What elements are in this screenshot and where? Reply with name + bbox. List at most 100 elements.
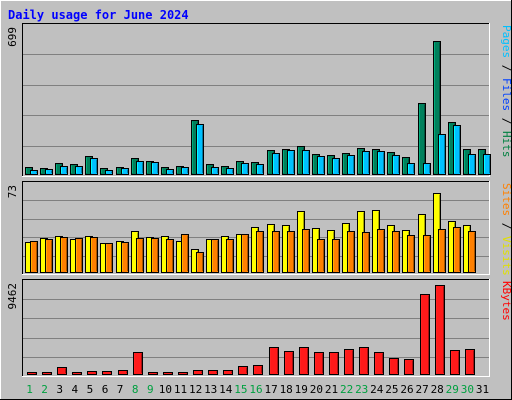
bar-kbytes-day-24 (374, 352, 384, 375)
bar-files-day-21 (332, 158, 340, 175)
bar-kbytes-day-20 (314, 352, 324, 375)
bar-sites-day-14 (226, 239, 234, 273)
bar-kbytes-day-2 (42, 372, 52, 375)
day-label-9: 9 (147, 383, 154, 396)
bar-sites-day-3 (60, 237, 68, 273)
chart-title: Daily usage for June 2024 (8, 8, 189, 22)
legend-entry: KBytes (500, 281, 512, 321)
bar-hits-day-28 (433, 41, 441, 175)
bar-files-day-13 (211, 167, 219, 175)
side-legend-hits_files_pages: Pages / Files / Hits (500, 25, 512, 158)
bar-kbytes-day-3 (57, 367, 67, 375)
bar-files-day-22 (347, 155, 355, 175)
y-max-label-visits_sites: 73 (6, 185, 19, 198)
day-label-15: 15 (234, 383, 247, 396)
plot-area-hits_files_pages (22, 23, 490, 177)
day-label-28: 28 (431, 383, 444, 396)
legend-entry: Visits (500, 236, 512, 276)
bar-files-day-4 (75, 166, 83, 175)
day-label-21: 21 (325, 383, 338, 396)
bar-sites-day-16 (256, 231, 264, 273)
plot-area-kbytes (22, 279, 490, 377)
bar-kbytes-day-25 (389, 358, 399, 375)
day-label-30: 30 (461, 383, 474, 396)
bar-kbytes-day-13 (208, 370, 218, 375)
day-label-1: 1 (26, 383, 33, 396)
day-label-10: 10 (159, 383, 172, 396)
bar-sites-day-9 (151, 238, 159, 273)
bar-sites-day-15 (241, 234, 249, 273)
day-label-7: 7 (117, 383, 124, 396)
day-label-20: 20 (310, 383, 323, 396)
bar-sites-day-21 (332, 239, 340, 273)
bar-files-day-16 (256, 164, 264, 175)
bar-kbytes-day-26 (404, 359, 414, 375)
bar-kbytes-day-28 (435, 285, 445, 375)
bar-kbytes-day-1 (27, 372, 37, 375)
bar-kbytes-day-15 (238, 366, 248, 375)
day-label-16: 16 (249, 383, 262, 396)
bar-sites-day-26 (407, 235, 415, 273)
bar-sites-day-24 (377, 229, 385, 273)
day-label-31: 31 (476, 383, 489, 396)
side-legend-kbytes: KBytes (500, 281, 512, 321)
bar-files-day-23 (362, 151, 370, 175)
bar-sites-day-8 (136, 238, 144, 273)
bar-files-day-7 (121, 168, 129, 175)
day-label-26: 26 (400, 383, 413, 396)
day-label-2: 2 (41, 383, 48, 396)
bar-files-day-29 (453, 125, 461, 175)
bar-sites-day-20 (317, 239, 325, 273)
bar-kbytes-day-23 (359, 347, 369, 375)
bar-kbytes-day-11 (178, 372, 188, 375)
day-label-29: 29 (446, 383, 459, 396)
bar-files-day-25 (392, 155, 400, 175)
bar-files-day-2 (45, 169, 53, 175)
day-label-14: 14 (219, 383, 233, 396)
bar-files-day-9 (151, 162, 159, 175)
day-label-8: 8 (132, 383, 139, 396)
bar-sites-day-18 (287, 231, 295, 273)
bar-sites-day-13 (211, 239, 219, 273)
y-max-label-kbytes: 9462 (6, 283, 19, 310)
chart-panels: 699 Pages / Files / Hits 73 Sites / Visits 9… (6, 23, 512, 377)
bar-files-day-5 (90, 158, 98, 175)
bar-sites-day-12 (196, 252, 204, 273)
bar-sites-day-10 (166, 239, 174, 273)
bar-sites-day-6 (105, 243, 113, 273)
legend-entry: Sites (500, 183, 512, 216)
bar-files-day-6 (105, 170, 113, 175)
panel-hits_files_pages: 699 Pages / Files / Hits (6, 23, 512, 177)
bar-kbytes-day-27 (420, 294, 430, 375)
legend-entry: Files (500, 78, 512, 111)
day-label-17: 17 (264, 383, 277, 396)
day-label-19: 19 (295, 383, 308, 396)
bar-sites-day-11 (181, 234, 189, 273)
bar-hits-day-27 (418, 103, 426, 175)
bar-sites-day-17 (272, 231, 280, 273)
bar-files-day-1 (30, 170, 38, 175)
day-label-4: 4 (71, 383, 78, 396)
bar-sites-day-30 (468, 231, 476, 273)
bar-sites-day-29 (453, 227, 461, 273)
bar-kbytes-day-29 (450, 350, 460, 375)
bar-sites-day-27 (423, 235, 431, 273)
bar-sites-day-2 (45, 239, 53, 273)
day-label-5: 5 (87, 383, 94, 396)
bar-kbytes-day-9 (148, 372, 158, 375)
bar-files-day-18 (287, 150, 295, 175)
day-label-3: 3 (56, 383, 63, 396)
bar-sites-day-5 (90, 237, 98, 273)
bar-kbytes-day-14 (223, 370, 233, 375)
day-label-6: 6 (102, 383, 109, 396)
day-label-25: 25 (385, 383, 398, 396)
x-axis-day-labels: 1 2 3 4 5 6 7 8 9 10 11 12 13 14 15 16 17 18 19 20 21 22 23 24 2… (26, 383, 489, 396)
legend-entry: Pages (500, 25, 512, 58)
bar-sites-day-23 (362, 232, 370, 273)
bar-sites-day-4 (75, 238, 83, 273)
bar-kbytes-day-17 (269, 347, 279, 375)
bar-sites-day-22 (347, 231, 355, 273)
bar-kbytes-day-30 (465, 349, 475, 375)
